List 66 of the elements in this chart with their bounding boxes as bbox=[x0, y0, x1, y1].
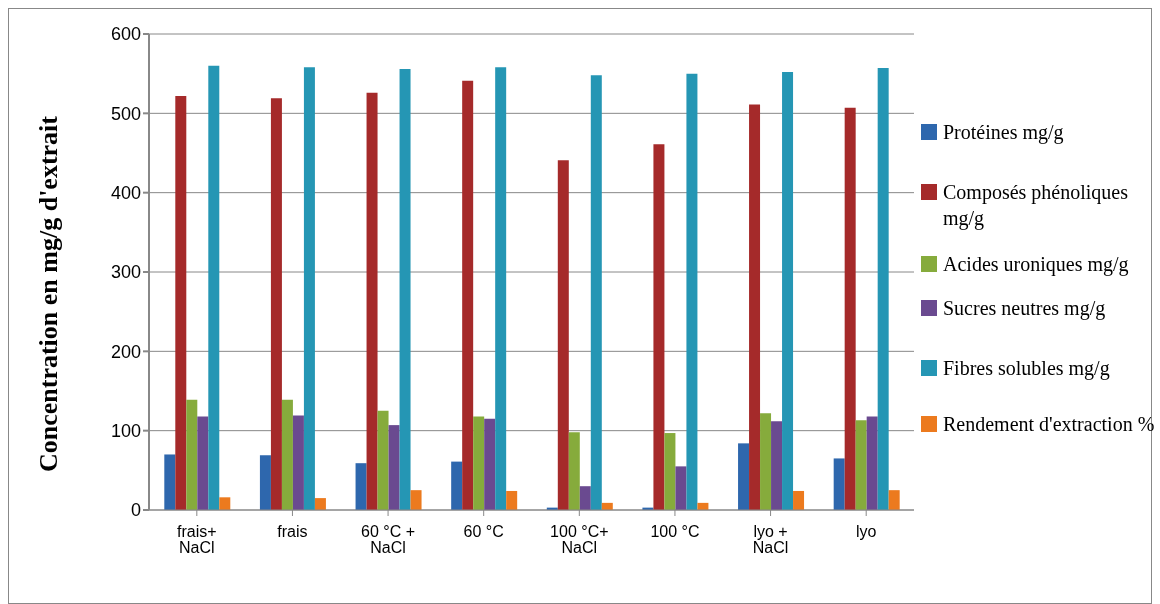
bar bbox=[771, 421, 783, 510]
bar bbox=[473, 416, 485, 510]
legend-label: Composés phénoliques mg/g bbox=[943, 180, 1129, 231]
y-tick-label: 100 bbox=[110, 421, 141, 442]
legend-label: Fibres solubles mg/g bbox=[943, 356, 1110, 381]
legend-label: Sucres neutres mg/g bbox=[943, 296, 1106, 321]
bar bbox=[219, 497, 231, 510]
y-tick-label: 300 bbox=[110, 262, 141, 283]
y-tick-label: 600 bbox=[110, 24, 141, 45]
bar bbox=[686, 73, 698, 510]
bar bbox=[738, 443, 750, 510]
y-tick-label: 0 bbox=[130, 500, 141, 521]
bar bbox=[451, 461, 463, 510]
x-tick-label: 100 °C bbox=[650, 523, 700, 541]
bar bbox=[377, 410, 389, 510]
y-tick-label: 200 bbox=[110, 341, 141, 362]
bar bbox=[495, 67, 507, 510]
bar bbox=[303, 67, 315, 510]
y-axis-title: Concentration en mg/g d'extrait bbox=[34, 115, 64, 474]
bar bbox=[186, 399, 198, 510]
y-tick-label: 400 bbox=[110, 183, 141, 204]
bar bbox=[866, 416, 878, 510]
bar bbox=[175, 95, 187, 510]
bar bbox=[270, 98, 282, 510]
bar bbox=[506, 490, 518, 510]
y-tick-label: 500 bbox=[110, 103, 141, 124]
x-tick-label: lyo + NaCl bbox=[752, 523, 789, 557]
bar bbox=[208, 65, 220, 510]
bar bbox=[281, 399, 293, 510]
bar bbox=[833, 458, 845, 510]
bar bbox=[760, 413, 772, 510]
x-tick-label: frais+ NaCl bbox=[177, 523, 217, 557]
bar bbox=[590, 75, 602, 510]
bar bbox=[568, 432, 580, 510]
legend-label: Acides uroniques mg/g bbox=[943, 252, 1129, 277]
x-tick-label: frais bbox=[277, 523, 308, 541]
bar bbox=[410, 490, 422, 510]
bar bbox=[292, 415, 304, 510]
bar bbox=[484, 418, 496, 510]
bar bbox=[164, 454, 176, 510]
legend-label: Rendement d'extraction % bbox=[943, 412, 1155, 437]
bar bbox=[388, 425, 400, 510]
legend-label: Protéines mg/g bbox=[943, 120, 1064, 145]
bar bbox=[844, 107, 856, 510]
bar bbox=[675, 466, 687, 510]
bar bbox=[355, 463, 367, 510]
bar bbox=[877, 68, 889, 510]
bar bbox=[664, 433, 676, 510]
bar bbox=[197, 416, 209, 510]
bar bbox=[314, 498, 326, 510]
x-tick-label: 100 °C+ NaCl bbox=[550, 523, 609, 557]
bar bbox=[259, 455, 271, 510]
bar bbox=[366, 92, 378, 510]
bar bbox=[557, 160, 569, 510]
bar bbox=[793, 490, 805, 510]
bar bbox=[855, 420, 867, 510]
bar bbox=[399, 68, 411, 510]
bar bbox=[653, 144, 665, 510]
x-tick-label: lyo bbox=[855, 523, 877, 541]
bar bbox=[749, 104, 761, 510]
bar bbox=[462, 80, 474, 510]
bar bbox=[888, 490, 900, 510]
x-tick-label: 60 °C bbox=[463, 523, 504, 541]
x-tick-label: 60 °C + NaCl bbox=[361, 523, 416, 557]
bar bbox=[579, 486, 591, 510]
bar bbox=[782, 72, 794, 510]
